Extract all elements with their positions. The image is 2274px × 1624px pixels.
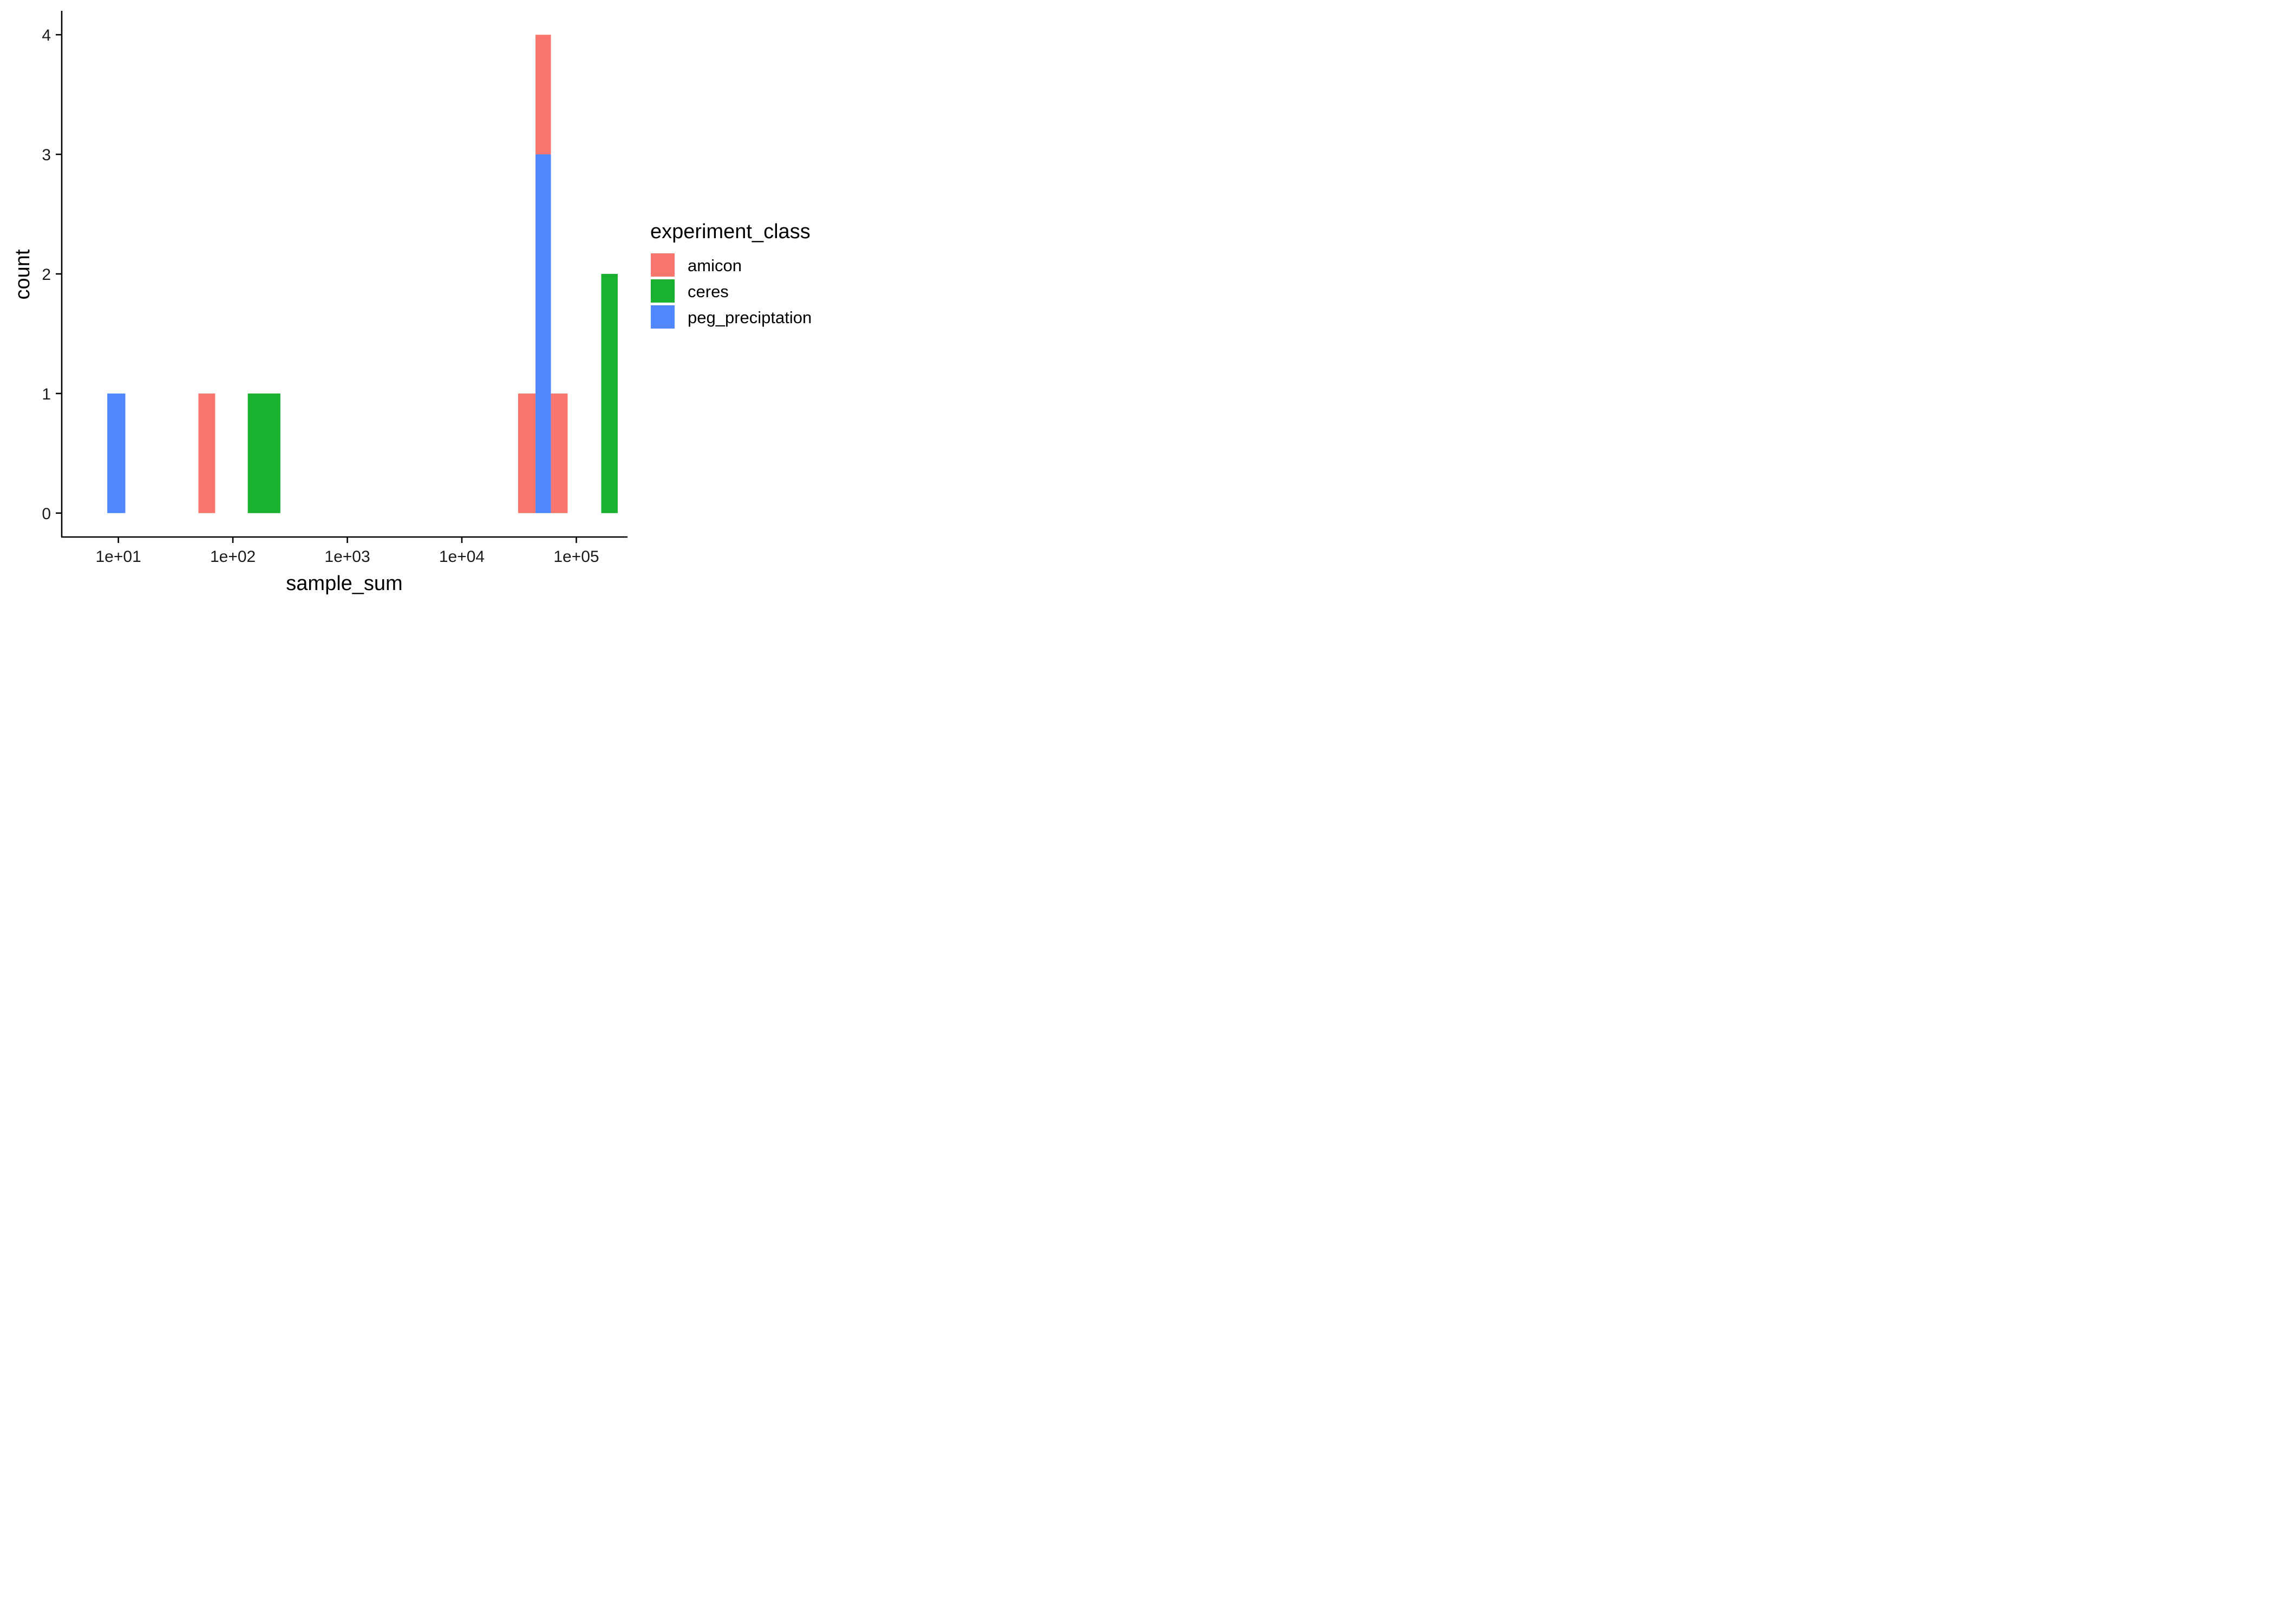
chart: 1e+01 1e+02 1e+03 1e+04 1e+05 0 1 2 3 4 sample_s… <box>11 11 812 595</box>
bars-layer <box>107 35 618 513</box>
bar-peg_preciptation-0 <box>107 393 126 513</box>
bar-ceres-0 <box>247 393 265 513</box>
x-tick-label: 1e+01 <box>96 548 141 566</box>
bar-ceres-2 <box>601 274 618 513</box>
legend: experiment_class amicon ceres peg_precipta… <box>650 220 812 329</box>
legend-title: experiment_class <box>650 220 811 243</box>
y-tick-label: 1 <box>42 385 51 403</box>
legend-label-ceres: ceres <box>688 282 729 301</box>
y-tick-label: 3 <box>42 146 51 164</box>
x-ticks: 1e+01 1e+02 1e+03 1e+04 1e+05 <box>96 537 599 566</box>
bar-amicon-2 <box>535 35 551 155</box>
x-tick-label: 1e+04 <box>439 548 485 566</box>
x-tick-label: 1e+05 <box>553 548 599 566</box>
bar-amicon-3 <box>551 393 568 513</box>
bar-amicon-0 <box>198 393 215 513</box>
y-tick-label: 0 <box>42 505 51 523</box>
bar-peg_preciptation-1 <box>535 154 551 513</box>
x-axis-title: sample_sum <box>286 572 402 595</box>
y-tick-label: 2 <box>42 266 51 284</box>
y-tick-label: 4 <box>42 27 51 44</box>
legend-label-peg_preciptation: peg_preciptation <box>688 308 812 327</box>
y-ticks: 0 1 2 3 4 <box>42 27 62 523</box>
x-tick-label: 1e+03 <box>324 548 370 566</box>
bar-ceres-1 <box>265 393 280 513</box>
legend-label-amicon: amicon <box>688 256 742 275</box>
legend-items: amicon ceres peg_preciptation <box>651 253 812 329</box>
bar-amicon-1 <box>518 393 536 513</box>
x-tick-label: 1e+02 <box>210 548 256 566</box>
legend-swatch-peg_preciptation <box>651 305 675 329</box>
y-axis-title: count <box>11 249 34 299</box>
legend-swatch-ceres <box>651 279 675 303</box>
legend-swatch-amicon <box>651 253 675 277</box>
